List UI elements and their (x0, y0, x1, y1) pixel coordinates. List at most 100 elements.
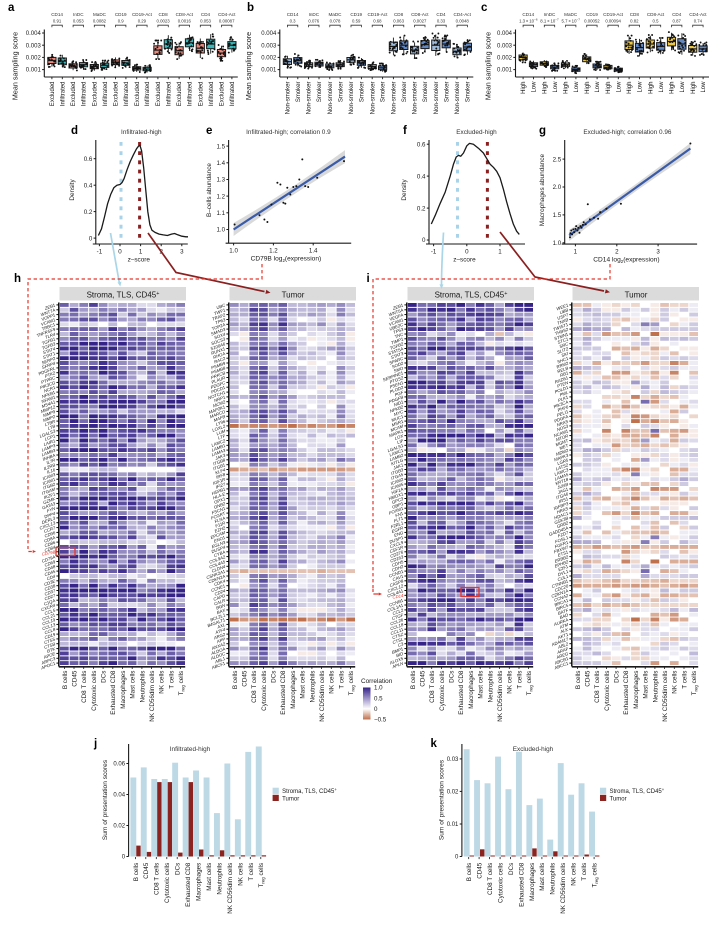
svg-text:RUNX1: RUNX1 (210, 346, 226, 356)
svg-text:ImDC: ImDC (544, 12, 556, 17)
svg-text:FSCN1: FSCN1 (211, 506, 227, 516)
svg-text:IRF8: IRF8 (215, 472, 226, 480)
svg-text:Sum of presentation scores: Sum of presentation scores (102, 759, 109, 840)
svg-text:CD84: CD84 (44, 544, 57, 553)
svg-text:Excluded: Excluded (156, 82, 162, 107)
svg-text:CD69: CD69 (44, 559, 57, 568)
svg-text:0: 0 (122, 855, 126, 861)
svg-text:NK CD56dim cells: NK CD56dim cells (662, 671, 669, 722)
svg-text:RELB: RELB (557, 366, 569, 375)
svg-text:1: 1 (574, 249, 578, 256)
svg-text:Stroma, TLS, CD45+: Stroma, TLS, CD45+ (282, 787, 337, 795)
svg-text:BGN: BGN (215, 602, 226, 610)
svg-text:UBB: UBB (559, 307, 569, 315)
svg-text:1.0: 1.0 (216, 227, 225, 234)
svg-text:MYC: MYC (393, 409, 405, 417)
svg-text:PSMB8: PSMB8 (210, 365, 226, 375)
svg-text:STAT3: STAT3 (390, 351, 404, 360)
svg-text:ALDOC: ALDOC (209, 651, 227, 661)
svg-text:Exhausted CD8: Exhausted CD8 (185, 862, 192, 907)
svg-text:WEE1: WEE1 (556, 302, 570, 311)
svg-text:Mast cells: Mast cells (539, 863, 546, 891)
svg-text:Low: Low (595, 81, 601, 93)
svg-text:LGALS3: LGALS3 (39, 428, 57, 439)
svg-text:Excluded: Excluded (50, 82, 56, 107)
svg-text:CD14: CD14 (287, 12, 299, 17)
svg-text:0.002: 0.002 (26, 56, 42, 62)
svg-text:SOCS3: SOCS3 (210, 336, 226, 346)
svg-text:-1: -1 (97, 249, 103, 256)
svg-text:GNB2: GNB2 (213, 501, 226, 510)
svg-text:Neutrophils: Neutrophils (550, 863, 557, 895)
svg-text:USP7: USP7 (557, 312, 570, 321)
svg-text:LAMP3: LAMP3 (41, 443, 57, 453)
svg-text:Smoker: Smoker (402, 81, 408, 102)
svg-text:CD8 T cells: CD8 T cells (251, 671, 258, 703)
svg-text:0.2: 0.2 (417, 205, 426, 212)
svg-text:PLK1: PLK1 (557, 394, 569, 403)
svg-text:ZEB1: ZEB1 (43, 302, 56, 311)
svg-text:Smoker: Smoker (466, 81, 472, 102)
svg-text:Macrophages: Macrophages (120, 671, 127, 709)
svg-text:CDK4: CDK4 (213, 578, 226, 587)
svg-text:CCND1: CCND1 (388, 569, 404, 579)
svg-text:0.053: 0.053 (73, 18, 84, 23)
svg-text:-1: -1 (431, 249, 437, 256)
svg-text:IGF1R: IGF1R (212, 477, 226, 486)
svg-text:0.0082: 0.0082 (93, 18, 107, 23)
svg-text:ICAM3: ICAM3 (42, 472, 57, 481)
svg-text:TP53: TP53 (392, 327, 404, 335)
svg-text:FN1: FN1 (395, 511, 405, 519)
svg-text:F2RL1: F2RL1 (390, 520, 405, 529)
svg-text:MCM2: MCM2 (212, 399, 226, 408)
svg-text:MUC1: MUC1 (391, 414, 405, 423)
svg-text:BID: BID (395, 651, 404, 658)
svg-text:CTSB: CTSB (43, 641, 56, 650)
svg-text:CCL26: CCL26 (390, 617, 405, 627)
svg-text:ALK: ALK (559, 626, 570, 634)
svg-text:0.87: 0.87 (673, 18, 682, 23)
svg-text:NRP1: NRP1 (213, 394, 226, 403)
svg-text:Infiltrated: Infiltrated (188, 82, 194, 107)
svg-text:F11R: F11R (215, 520, 226, 528)
svg-text:CCL8: CCL8 (44, 627, 57, 636)
svg-text:NID1: NID1 (393, 399, 405, 407)
svg-text:g: g (539, 125, 546, 137)
svg-text:Tumor: Tumor (282, 291, 305, 300)
svg-text:Neutrophils: Neutrophils (139, 671, 146, 703)
svg-text:Smoker: Smoker (317, 81, 323, 102)
svg-text:TGFB2: TGFB2 (389, 341, 404, 351)
svg-text:Smoker: Smoker (296, 81, 302, 102)
svg-text:Low: Low (680, 81, 686, 93)
svg-text:Smoker: Smoker (444, 81, 450, 102)
svg-text:GPC3: GPC3 (391, 496, 404, 505)
svg-text:TRAF2: TRAF2 (211, 312, 226, 322)
svg-text:MMP9: MMP9 (42, 409, 56, 418)
svg-text:FZD7: FZD7 (557, 530, 569, 539)
svg-text:CD19: CD19 (350, 12, 362, 17)
svg-text:Mast cells: Mast cells (206, 863, 213, 891)
svg-text:MAPK3: MAPK3 (553, 452, 569, 462)
svg-text:InDC: InDC (73, 12, 84, 17)
svg-text:1.0: 1.0 (374, 685, 383, 692)
svg-text:e: e (206, 125, 212, 137)
svg-text:1.4: 1.4 (216, 160, 225, 167)
svg-text:High: High (670, 82, 676, 94)
svg-text:SMO: SMO (393, 365, 405, 373)
svg-text:Exhausted CD8: Exhausted CD8 (458, 670, 465, 715)
svg-text:LAMA3: LAMA3 (211, 448, 227, 458)
svg-text:Exhausted CD8: Exhausted CD8 (518, 862, 525, 907)
svg-text:NK cells: NK cells (329, 671, 336, 694)
svg-text:DCs: DCs (271, 671, 278, 683)
svg-text:INHBA: INHBA (42, 453, 56, 462)
svg-text:NOS3: NOS3 (556, 423, 569, 432)
svg-text:0.004: 0.004 (261, 31, 277, 37)
svg-text:PML: PML (559, 390, 570, 398)
svg-text:CD276: CD276 (390, 549, 405, 559)
svg-text:CD86: CD86 (44, 540, 57, 549)
svg-text:LAMA5: LAMA5 (554, 472, 570, 482)
svg-text:TNFRSF9: TNFRSF9 (36, 327, 57, 339)
svg-text:LAMC3: LAMC3 (554, 467, 570, 477)
svg-text:CD45: CD45 (44, 569, 57, 578)
svg-text:Smoker: Smoker (423, 81, 429, 102)
